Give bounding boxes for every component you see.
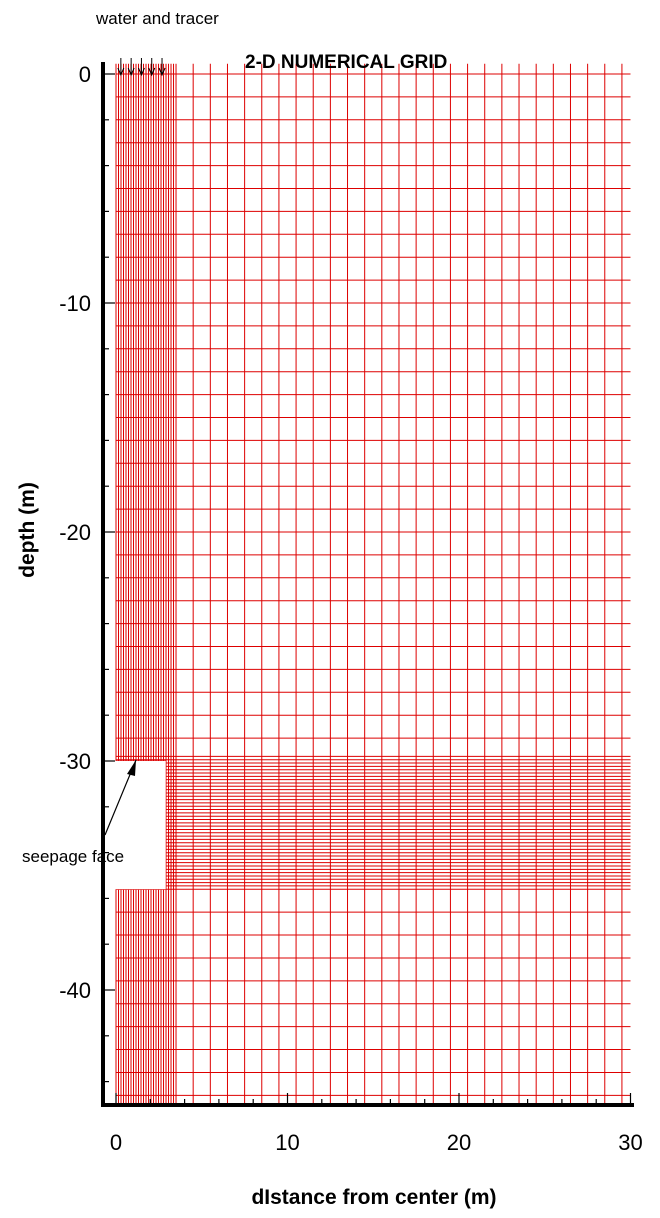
y-tick-label: -40	[59, 978, 91, 1003]
grid-mesh	[115, 63, 631, 1105]
seepage-face-gap	[114, 761, 166, 890]
seepage-arrow	[104, 759, 137, 836]
axes: 0 -10 -20 -30 -40 0 10 20 30	[59, 62, 643, 1155]
y-tick-label: -20	[59, 520, 91, 545]
figure-title: 2-D NUMERICAL GRID	[245, 52, 447, 73]
inflow-arrow-head	[148, 67, 156, 77]
y-axis-title: depth (m)	[16, 482, 39, 578]
inflow-arrows	[117, 58, 166, 77]
inflow-arrow-head	[137, 67, 145, 77]
y-tick-label: -30	[59, 749, 91, 774]
x-tick-label: 10	[275, 1130, 299, 1155]
water-tracer-label: water and tracer	[95, 9, 219, 28]
inflow-arrow-head	[127, 67, 135, 77]
x-tick-label: 30	[618, 1130, 642, 1155]
y-tick-label: -10	[59, 291, 91, 316]
x-tick-label: 0	[110, 1130, 122, 1155]
seepage-face-label: seepage face	[22, 847, 124, 866]
inflow-arrow-head	[117, 67, 125, 77]
x-tick-label: 20	[447, 1130, 471, 1155]
y-tick-label: 0	[79, 62, 91, 87]
inflow-arrow-head	[158, 67, 166, 77]
x-axis-title: dIstance from center (m)	[251, 1186, 496, 1209]
